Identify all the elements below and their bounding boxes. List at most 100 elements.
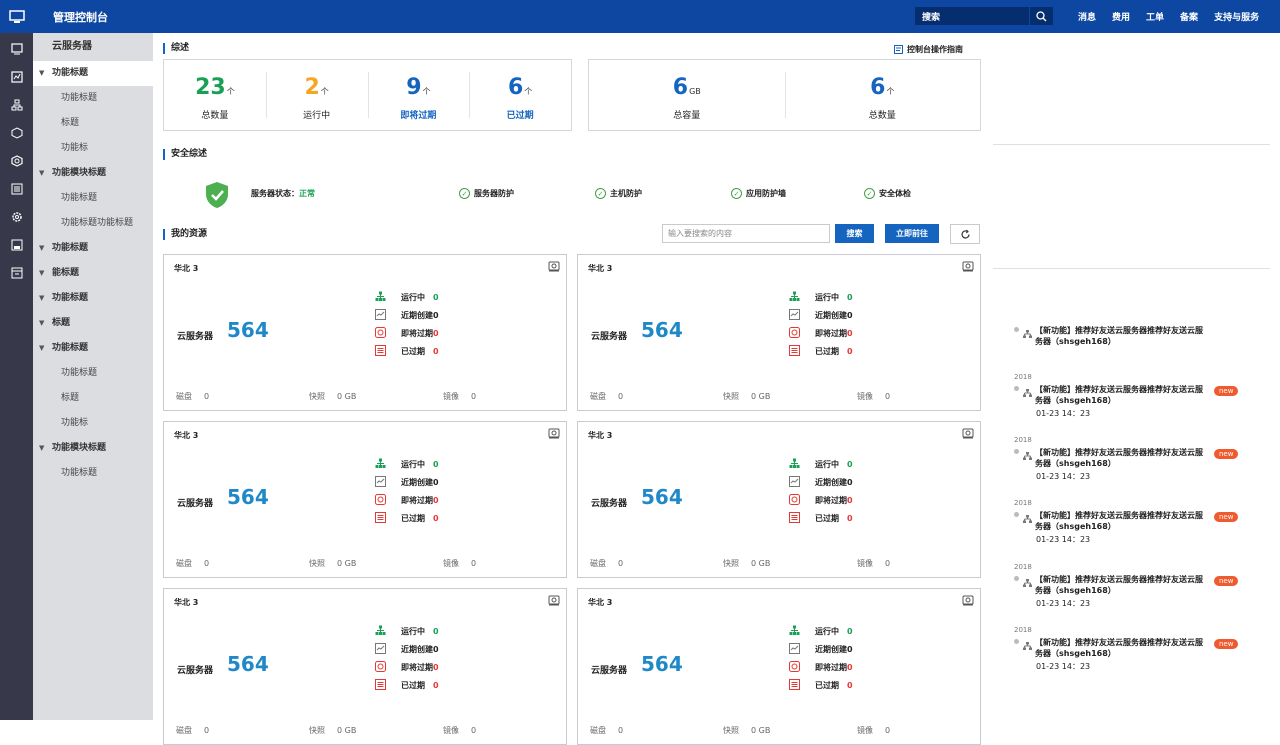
disk-icon[interactable]	[548, 428, 560, 442]
search-button[interactable]: 搜索	[835, 224, 874, 243]
gear-icon[interactable]	[0, 203, 33, 231]
monitor-chart-icon[interactable]	[0, 63, 33, 91]
go-now-button[interactable]: 立即前往	[885, 224, 939, 243]
list-icon[interactable]	[0, 175, 33, 203]
sidebar-item[interactable]: ▼ 功能模块标题	[33, 161, 153, 186]
card-status-row[interactable]: 即将过期 0	[375, 494, 439, 507]
sidebar-item[interactable]: 功能标	[33, 411, 153, 436]
card-status-row[interactable]: 运行中 0	[789, 458, 853, 471]
card-count[interactable]: 564	[641, 318, 683, 342]
hexagon-icon[interactable]	[0, 147, 33, 175]
card-status-row[interactable]: 运行中 0	[375, 291, 439, 304]
disk-icon[interactable]	[962, 428, 974, 442]
resource-card[interactable]: 华北 3 云服务器 564 运行中 0 近期创建 0 即将过期 0 已过期 0 磁盘 0 快照 0 GB 镜像…	[163, 588, 567, 745]
sidebar-item[interactable]: 功能标	[33, 136, 153, 161]
sidebar-item[interactable]: 功能标题	[33, 186, 153, 211]
news-text[interactable]: 【新功能】推荐好友送云服务器推荐好友送云服务器（shsgeh168）	[1035, 638, 1203, 658]
server-icon[interactable]	[0, 35, 33, 63]
disk-icon[interactable]	[548, 261, 560, 275]
card-status-row[interactable]: 即将过期 0	[375, 327, 439, 340]
news-item[interactable]: 2018 【新功能】推荐好友送云服务器推荐好友送云服务器（shsgeh168） 01…	[1014, 499, 1274, 555]
guide-label[interactable]: 控制台操作指南	[907, 45, 963, 54]
sidebar-item[interactable]: ▼ 标题	[33, 311, 153, 336]
card-status-row[interactable]: 运行中 0	[375, 625, 439, 638]
network-icon[interactable]	[0, 91, 33, 119]
card-count[interactable]: 564	[227, 485, 269, 509]
sidebar-item[interactable]: 标题	[33, 111, 153, 136]
news-text[interactable]: 【新功能】推荐好友送云服务器推荐好友送云服务器（shsgeh168）	[1035, 326, 1203, 346]
stat-label[interactable]: 即将过期	[400, 111, 437, 121]
news-text[interactable]: 【新功能】推荐好友送云服务器推荐好友送云服务器（shsgeh168）	[1035, 511, 1203, 531]
sidebar-item[interactable]: ▼ 功能标题	[33, 236, 153, 261]
nav-messages[interactable]: 消息	[1078, 13, 1097, 23]
news-text[interactable]: 【新功能】推荐好友送云服务器推荐好友送云服务器（shsgeh168）	[1035, 448, 1203, 468]
disk-icon[interactable]	[962, 261, 974, 275]
card-count[interactable]: 564	[641, 485, 683, 509]
card-status-row[interactable]: 近期创建 0	[375, 476, 439, 489]
sidebar-item[interactable]: ▼ 功能标题	[33, 61, 153, 86]
card-count[interactable]: 564	[641, 652, 683, 676]
news-text[interactable]: 【新功能】推荐好友送云服务器推荐好友送云服务器（shsgeh168）	[1035, 385, 1203, 405]
card-status-row[interactable]: 即将过期 0	[789, 661, 853, 674]
archive-icon[interactable]	[0, 259, 33, 287]
card-status-row[interactable]: 运行中 0	[375, 458, 439, 471]
news-item[interactable]: 2018 【新功能】推荐好友送云服务器推荐好友送云服务器（shsgeh168） 01…	[1014, 626, 1274, 682]
card-status-row[interactable]: 已过期 0	[375, 679, 439, 692]
refresh-button[interactable]	[950, 224, 980, 244]
news-item[interactable]: 2018 【新功能】推荐好友送云服务器推荐好友送云服务器（shsgeh168） 01…	[1014, 436, 1274, 492]
nav-filing[interactable]: 备案	[1180, 13, 1199, 23]
resource-card[interactable]: 华北 3 云服务器 564 运行中 0 近期创建 0 即将过期 0 已过期 0 磁盘 0 快照 0 GB 镜像…	[577, 588, 981, 745]
sidebar-item[interactable]: ▼ 功能标题	[33, 286, 153, 311]
card-count[interactable]: 564	[227, 652, 269, 676]
sidebar-item[interactable]: ▼ 功能标题	[33, 336, 153, 361]
news-text[interactable]: 【新功能】推荐好友送云服务器推荐好友送云服务器（shsgeh168）	[1035, 575, 1203, 595]
sidebar-item[interactable]: ▼ 能标题	[33, 261, 153, 286]
card-status-row[interactable]: 已过期 0	[375, 345, 439, 358]
card-status-row[interactable]: 近期创建 0	[789, 309, 853, 322]
sidebar-item[interactable]: ▼ 功能模块标题	[33, 436, 153, 461]
stat-label[interactable]: 已过期	[506, 111, 534, 121]
card-status-row[interactable]: 近期创建 0	[375, 643, 439, 656]
card-status-row[interactable]: 运行中 0	[789, 625, 853, 638]
card-status-row[interactable]: 近期创建 0	[789, 643, 853, 656]
security-item-host-protection[interactable]: ✓ 主机防护	[595, 188, 642, 199]
card-status-row[interactable]: 即将过期 0	[375, 661, 439, 674]
nav-tickets[interactable]: 工单	[1146, 13, 1165, 23]
top-search-label[interactable]: 搜索	[922, 12, 941, 23]
sidebar-item[interactable]: 功能标题功能标题	[33, 211, 153, 236]
card-status-row[interactable]: 运行中 0	[789, 291, 853, 304]
security-item-checkup[interactable]: ✓ 安全体检	[864, 188, 911, 199]
card-status-row[interactable]: 已过期 0	[789, 512, 853, 525]
nav-support[interactable]: 支持与服务	[1214, 13, 1260, 23]
card-status-row[interactable]: 近期创建 0	[375, 309, 439, 322]
cube-icon[interactable]	[0, 119, 33, 147]
sidebar-item[interactable]: 功能标题	[33, 86, 153, 111]
disk-icon[interactable]	[548, 595, 560, 609]
security-item-server-protection[interactable]: ✓ 服务器防护	[459, 188, 514, 199]
resource-card[interactable]: 华北 3 云服务器 564 运行中 0 近期创建 0 即将过期 0 已过期 0 磁盘 0 快照 0 GB 镜像…	[577, 254, 981, 411]
card-status-row[interactable]: 已过期 0	[789, 679, 853, 692]
sidebar-item[interactable]: 标题	[33, 386, 153, 411]
card-status-row[interactable]: 近期创建 0	[789, 476, 853, 489]
security-item-waf[interactable]: ✓ 应用防护墙	[731, 188, 786, 199]
sidebar-item[interactable]: 功能标题	[33, 361, 153, 386]
news-item[interactable]: 2018 【新功能】推荐好友送云服务器推荐好友送云服务器（shsgeh168） 01…	[1014, 373, 1274, 429]
card-count[interactable]: 564	[227, 318, 269, 342]
console-guide-link[interactable]: 控制台操作指南	[894, 44, 963, 55]
resource-card[interactable]: 华北 3 云服务器 564 运行中 0 近期创建 0 即将过期 0 已过期 0 磁盘 0 快照 0 GB 镜像…	[577, 421, 981, 578]
card-status-row[interactable]: 已过期 0	[375, 512, 439, 525]
resource-search-input[interactable]: 输入要搜索的内容	[662, 224, 830, 243]
disk-icon[interactable]	[962, 595, 974, 609]
monitor-icon[interactable]	[0, 0, 33, 33]
nav-billing[interactable]: 费用	[1112, 13, 1131, 23]
resource-card[interactable]: 华北 3 云服务器 564 运行中 0 近期创建 0 即将过期 0 已过期 0 磁盘 0 快照 0 GB 镜像…	[163, 421, 567, 578]
sidebar-item[interactable]: 功能标题	[33, 461, 153, 486]
top-search-box[interactable]: 搜索	[915, 7, 1053, 25]
resource-card[interactable]: 华北 3 云服务器 564 运行中 0 近期创建 0 即将过期 0 已过期 0 磁盘 0 快照 0 GB 镜像…	[163, 254, 567, 411]
search-icon[interactable]	[1029, 7, 1053, 25]
save-icon[interactable]	[0, 231, 33, 259]
news-item[interactable]: 【新功能】推荐好友送云服务器推荐好友送云服务器（shsgeh168）	[1014, 316, 1274, 372]
card-status-row[interactable]: 已过期 0	[789, 345, 853, 358]
news-item[interactable]: 2018 【新功能】推荐好友送云服务器推荐好友送云服务器（shsgeh168） 01…	[1014, 563, 1274, 619]
card-status-row[interactable]: 即将过期 0	[789, 327, 853, 340]
